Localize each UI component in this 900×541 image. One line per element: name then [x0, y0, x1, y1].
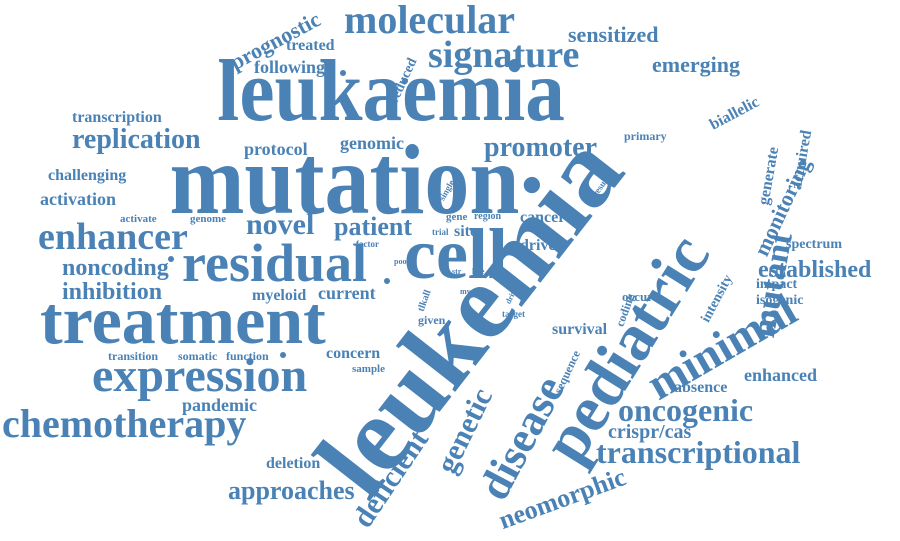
word-deletion: deletion [266, 455, 321, 472]
word-isogenic: isogenic [756, 293, 804, 308]
word-cell: cell [404, 214, 508, 294]
dot-mark [402, 78, 408, 84]
word-signature: signature [428, 34, 580, 76]
word-trial: trial [432, 227, 449, 237]
word-current: current [318, 283, 376, 303]
word-expression: expression [92, 349, 308, 402]
word-factor: factor [356, 239, 379, 249]
word-gene: gene [446, 211, 468, 223]
word-cancer: cancer [520, 209, 566, 226]
word-treatment: treatment [40, 282, 326, 358]
word-given: given [418, 313, 446, 327]
word-crisprcas: crispr/cas [608, 421, 692, 443]
word-molecular: molecular [344, 0, 516, 42]
word-transition: transition [108, 349, 159, 363]
word-leukaemia: leukaemia [217, 43, 565, 140]
word-genomic: genomic [340, 133, 404, 153]
word-sample: sample [352, 363, 385, 375]
word-patient: patient [334, 212, 412, 241]
word-protocol: protocol [244, 139, 308, 159]
word-genome: genome [190, 213, 227, 225]
word-novel: novel [246, 208, 315, 241]
word-impact: impact [756, 277, 798, 292]
word-somatic: somatic [178, 349, 218, 363]
word-oncogenic: oncogenic [618, 392, 754, 428]
word-survival: survival [552, 321, 608, 338]
word-line: line [472, 267, 485, 276]
word-treated: treated [286, 37, 335, 54]
word-promoter: promoter [484, 132, 597, 163]
word-function: function [226, 349, 269, 363]
word-poor: poor [394, 257, 410, 266]
word-residual: residual [182, 233, 368, 293]
word-drive: drive [520, 237, 556, 254]
word-str: str [452, 267, 462, 276]
word-concern: concern [326, 345, 381, 362]
word-following: following [254, 57, 326, 77]
word-site: site [454, 223, 478, 240]
word-myeloid: myeloid [252, 287, 307, 304]
word-noncoding: noncoding [62, 255, 169, 281]
dot-mark [340, 70, 346, 76]
word-pandemic: pandemic [182, 395, 258, 415]
word-activation: activation [40, 189, 116, 209]
word-enhanced: enhanced [744, 365, 818, 385]
word-occur: occur [622, 289, 654, 304]
word-absence: absence [674, 379, 728, 396]
word-target: target [502, 309, 525, 319]
word-sensitized: sensitized [568, 22, 659, 47]
word-acquired: acquired [787, 128, 816, 192]
word-inhibition: inhibition [62, 279, 163, 305]
word-mycn: mycn [460, 287, 479, 296]
word-emerging: emerging [652, 52, 740, 77]
dot-mark [168, 256, 174, 262]
word-region: region [474, 211, 502, 222]
word-activate: activate [120, 213, 157, 225]
word-spectrum: spectrum [786, 237, 842, 252]
dot-mark [384, 278, 390, 284]
word-approaches: approaches [228, 476, 355, 505]
dot-mark [280, 352, 286, 358]
word-replication: replication [72, 124, 201, 155]
word-chemotherapy: chemotherapy [2, 401, 247, 446]
word-challenging: challenging [48, 167, 127, 184]
word-established: established [758, 257, 872, 283]
word-transcriptional: transcriptional [596, 434, 801, 470]
word-transcription: transcription [72, 109, 162, 126]
word-mutation: mutation [169, 124, 520, 235]
word-enhancer: enhancer [38, 216, 188, 258]
word-primary: primary [624, 129, 667, 143]
word-biallelic: biallelic [706, 93, 762, 134]
